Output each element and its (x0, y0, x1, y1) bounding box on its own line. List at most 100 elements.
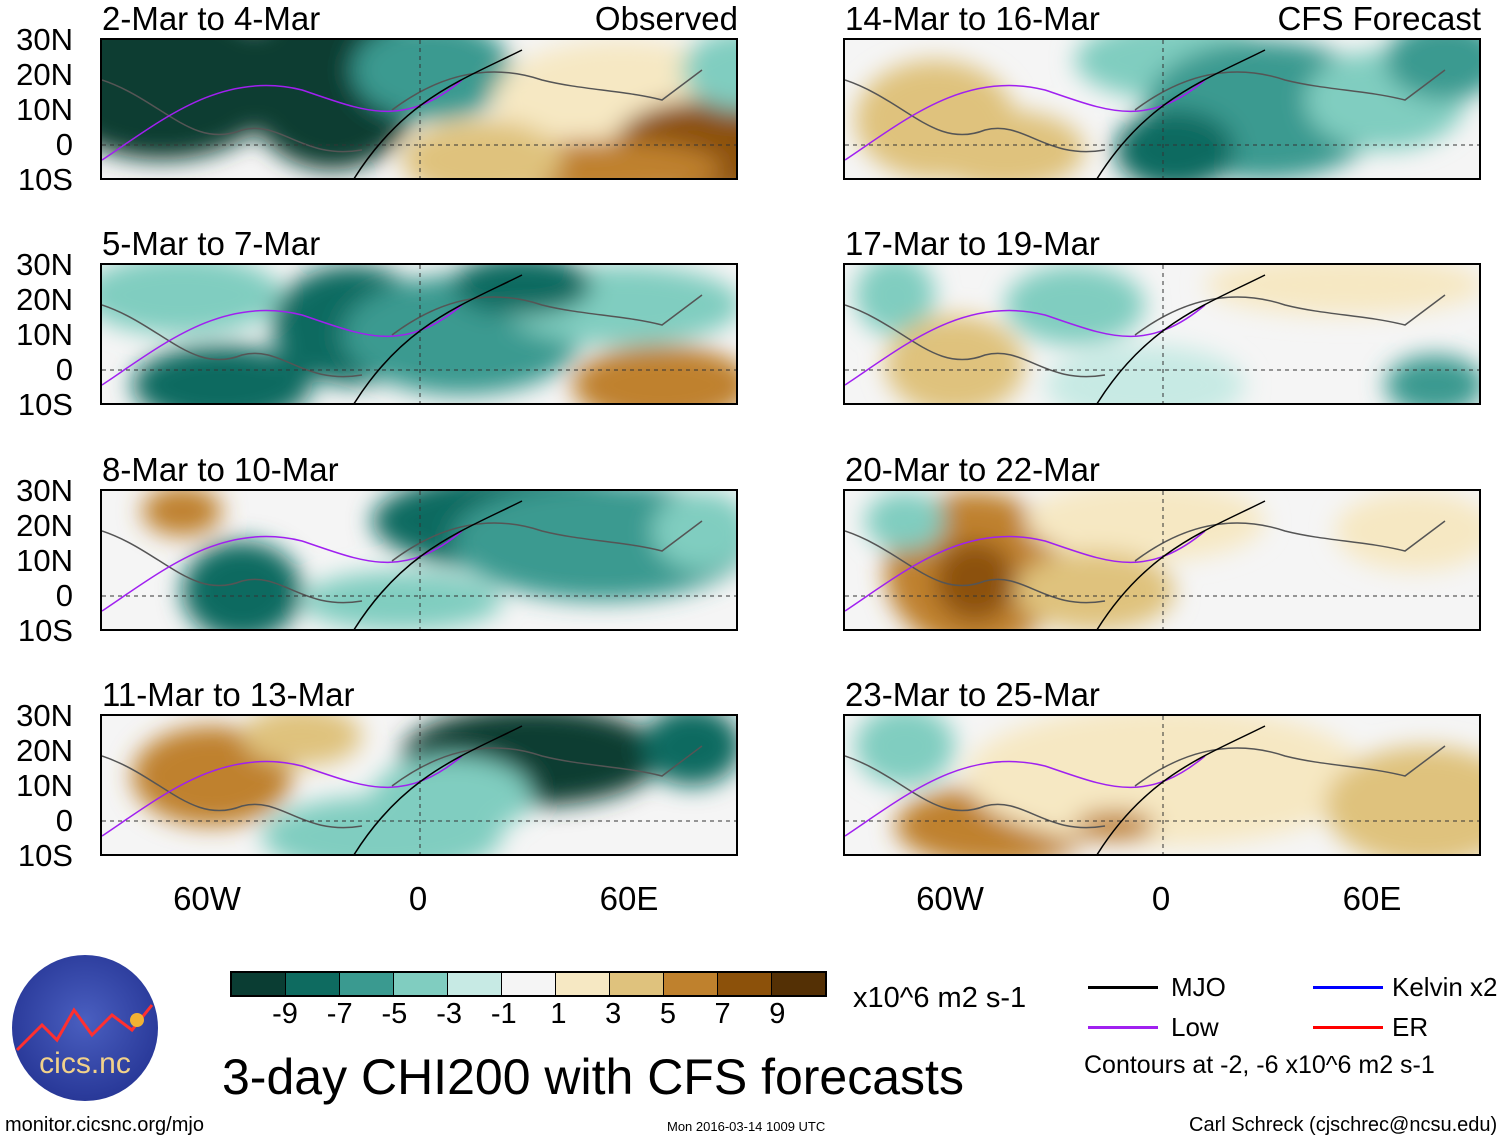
chi200-field (1015, 551, 1175, 629)
coastline (845, 304, 1106, 378)
map-panel (100, 714, 738, 856)
cics-logo: cics.nc (12, 955, 158, 1101)
coastline (102, 79, 363, 153)
colorbar-label: -3 (436, 998, 462, 1030)
coastline (1134, 520, 1446, 562)
chi200-field (142, 491, 222, 536)
colorbar-swatch (340, 973, 394, 995)
coastline (845, 755, 1106, 829)
lat-label: 20N (16, 282, 73, 317)
column-label: CFS Forecast (1277, 0, 1481, 37)
low-contour (102, 304, 463, 386)
legend-low: Low (1171, 1012, 1219, 1042)
chi200-field (1075, 811, 1155, 841)
lat-label: 10S (17, 613, 73, 648)
mjo-contour (353, 274, 523, 403)
map-panel (100, 38, 738, 180)
lon-label: 60E (1342, 880, 1402, 917)
chi200-field (642, 716, 736, 786)
coastline (845, 79, 1106, 153)
mjo-contour (1096, 49, 1266, 178)
chi200-field (132, 345, 312, 403)
chi200-field (242, 716, 362, 766)
coastline (1134, 745, 1446, 787)
chi200-field (1005, 265, 1145, 345)
legend-kelvin: Kelvin x2 (1392, 972, 1498, 1002)
colorbar-label: -9 (272, 998, 298, 1030)
lat-label: 0 (55, 578, 73, 613)
panel-period: 17-Mar to 19-Mar (845, 225, 1100, 262)
lat-label: 10S (17, 838, 73, 873)
map-panel (843, 714, 1481, 856)
colorbar-swatch (664, 973, 718, 995)
colorbar-unit: x10^6 m2 s-1 (853, 982, 1027, 1014)
colorbar-label: 1 (550, 998, 567, 1030)
lat-label: 0 (55, 127, 73, 162)
low-contour (845, 530, 1206, 612)
lat-label: 10N (16, 317, 73, 352)
low-contour (845, 755, 1206, 837)
legend-er: ER (1392, 1012, 1429, 1042)
chi200-field (182, 541, 302, 629)
chi200-field (935, 541, 1015, 621)
chi200-field (682, 40, 736, 110)
lat-label: 10N (16, 543, 73, 578)
chi200-field (1205, 265, 1479, 315)
colorbar-label: -5 (381, 998, 408, 1030)
low-contour (102, 755, 463, 837)
colorbar-label: -1 (490, 998, 517, 1030)
author: Carl Schreck (cjschrec@ncsu.edu) (1189, 1114, 1498, 1136)
mjo-contour (1096, 274, 1266, 403)
lat-label: 10S (17, 162, 73, 197)
coastline (102, 755, 363, 829)
contour-note: Contours at -2, -6 x10^6 m2 s-1 (1084, 1051, 1435, 1079)
coastline (1134, 294, 1446, 336)
chi200-field (1025, 491, 1265, 561)
coastline (845, 530, 1106, 604)
lat-label: 10N (16, 768, 73, 803)
coastline (102, 530, 363, 604)
lon-label: 60W (916, 880, 984, 917)
mjo-contour (353, 49, 523, 178)
colorbar-label: -7 (326, 998, 353, 1030)
legend-line-kelvin (1313, 986, 1383, 989)
lon-label: 60W (173, 880, 241, 917)
lat-label: 10N (16, 92, 73, 127)
lon-label: 60E (599, 880, 659, 917)
lat-label: 30N (16, 473, 73, 508)
map-panel (843, 38, 1481, 180)
chi200-field (302, 571, 502, 629)
column-label: Observed (594, 0, 738, 37)
low-contour (102, 79, 463, 161)
coastline (391, 294, 703, 336)
colorbar-swatch (448, 973, 502, 995)
chi200-field (102, 265, 282, 335)
timestamp: Mon 2016-03-14 1009 UTC (667, 1119, 826, 1134)
colorbar-swatch (610, 973, 664, 995)
map-panel (843, 489, 1481, 631)
lat-label: 20N (16, 733, 73, 768)
coastline (391, 520, 703, 562)
chi200-field (1335, 491, 1479, 571)
panel-period: 11-Mar to 13-Mar (102, 676, 355, 713)
chi200-field (925, 110, 1085, 178)
colorbar-label: 9 (769, 998, 786, 1030)
source-url[interactable]: monitor.cicsnc.org/mjo (5, 1114, 204, 1136)
chi200-field (855, 716, 955, 786)
chi200-field (1385, 355, 1479, 403)
chi200-field (372, 756, 532, 836)
mjo-contour (353, 725, 523, 854)
coastline (391, 745, 703, 787)
figure-title: 3-day CHI200 with CFS forecasts (222, 1049, 964, 1105)
colorbar-swatch (232, 973, 286, 995)
coastline (1134, 69, 1446, 111)
chi200-field (1385, 40, 1479, 100)
colorbar-swatch (772, 973, 825, 995)
map-panel (100, 263, 738, 405)
colorbar-label: 7 (714, 998, 731, 1030)
legend-line-mjo (1088, 986, 1158, 989)
chi200-field (1045, 345, 1245, 403)
colorbar-swatch (718, 973, 772, 995)
lon-label: 0 (408, 880, 428, 917)
